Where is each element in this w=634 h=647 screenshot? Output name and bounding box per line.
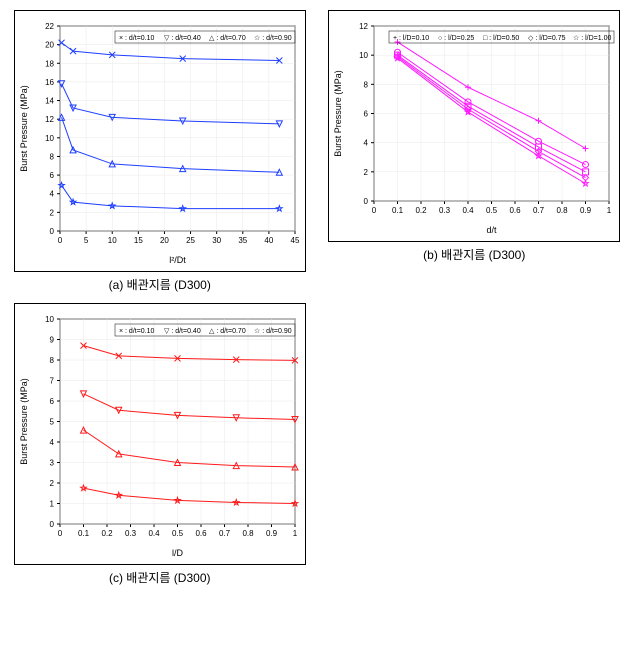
svg-text:10: 10 — [359, 51, 368, 60]
svg-text:☆ : d/t=0.90: ☆ : d/t=0.90 — [254, 327, 292, 335]
svg-text:0.3: 0.3 — [439, 206, 451, 215]
chart-cell-c: 00.10.20.30.40.50.60.70.80.9101234567891… — [10, 303, 310, 586]
chart-c-box: 00.10.20.30.40.50.60.70.80.9101234567891… — [14, 303, 306, 565]
svg-text:20: 20 — [160, 236, 169, 245]
svg-text:25: 25 — [186, 236, 195, 245]
svg-text:5: 5 — [49, 418, 54, 427]
svg-text:3: 3 — [49, 459, 54, 468]
svg-text:0.4: 0.4 — [148, 529, 160, 538]
svg-text:l/D: l/D — [172, 548, 184, 558]
svg-text:0.2: 0.2 — [101, 529, 113, 538]
svg-text:Burst Pressure (MPa): Burst Pressure (MPa) — [19, 378, 29, 465]
svg-text:10: 10 — [108, 236, 117, 245]
svg-text:◇ : l/D=0.75: ◇ : l/D=0.75 — [528, 35, 566, 42]
chart-c-svg: 00.10.20.30.40.50.60.70.80.9101234567891… — [15, 304, 305, 564]
svg-text:30: 30 — [212, 236, 221, 245]
svg-text:10: 10 — [45, 134, 54, 143]
svg-text:0.9: 0.9 — [580, 206, 592, 215]
chart-cell-a: 0 5 10 15 20 25 30 35 40 45 0 2 4 6 8 10 12 14 16 18 20 22 l²/… — [10, 10, 310, 293]
svg-text:6: 6 — [49, 397, 54, 406]
svg-text:0.1: 0.1 — [392, 206, 404, 215]
svg-text:15: 15 — [134, 236, 143, 245]
svg-text:0.7: 0.7 — [219, 529, 231, 538]
svg-text:10: 10 — [45, 315, 54, 324]
svg-text:0.6: 0.6 — [195, 529, 207, 538]
svg-text:0.8: 0.8 — [557, 206, 569, 215]
svg-text:12: 12 — [45, 115, 54, 124]
svg-text:0: 0 — [364, 197, 369, 206]
svg-text:9: 9 — [49, 336, 54, 345]
svg-text:8: 8 — [364, 80, 369, 89]
svg-text:12: 12 — [359, 22, 368, 31]
svg-text:14: 14 — [45, 97, 54, 106]
chart-grid: 0510152025303540450246810121416182022l²/… — [10, 10, 624, 586]
empty-cell — [325, 303, 625, 586]
svg-text:16: 16 — [45, 78, 54, 87]
svg-text:0: 0 — [49, 520, 54, 529]
chart-b-box: 00.10.20.30.40.50.60.70.80.91024681012d/… — [328, 10, 620, 242]
svg-text:d/t: d/t — [487, 225, 498, 235]
svg-text:☆ : d/t=0.90: ☆ : d/t=0.90 — [254, 34, 292, 42]
svg-text:2: 2 — [364, 168, 369, 177]
svg-text:4: 4 — [49, 190, 54, 199]
svg-text:35: 35 — [238, 236, 247, 245]
svg-text:0.7: 0.7 — [533, 206, 545, 215]
svg-text:0: 0 — [372, 206, 377, 215]
svg-text:0: 0 — [49, 227, 54, 236]
svg-text:40: 40 — [264, 236, 273, 245]
svg-text:0.5: 0.5 — [486, 206, 498, 215]
svg-text:6: 6 — [364, 110, 369, 119]
svg-text:4: 4 — [364, 139, 369, 148]
svg-text:0.5: 0.5 — [172, 529, 184, 538]
svg-text:0.4: 0.4 — [463, 206, 475, 215]
svg-text:0.1: 0.1 — [78, 529, 90, 538]
svg-text:1: 1 — [293, 529, 298, 538]
svg-text:18: 18 — [45, 59, 54, 68]
svg-text:0.2: 0.2 — [416, 206, 428, 215]
chart-a-box: 0 5 10 15 20 25 30 35 40 45 0 2 4 6 8 10 12 14 16 18 20 22 l²/… — [14, 10, 306, 272]
chart-a-svg: 0 5 10 15 20 25 30 35 40 45 0 2 4 6 8 10 12 14 16 18 20 22 l²/… — [15, 11, 305, 271]
svg-text:× : d/t=0.10: × : d/t=0.10 — [119, 35, 155, 42]
svg-text:8: 8 — [49, 356, 54, 365]
svg-text:Burst Pressure (MPa): Burst Pressure (MPa) — [19, 85, 29, 172]
svg-text:22: 22 — [45, 22, 54, 31]
chart-a-caption: (a) 배관지름 (D300) — [109, 276, 211, 293]
svg-text:0.9: 0.9 — [266, 529, 278, 538]
svg-text:□ : l/D=0.50: □ : l/D=0.50 — [483, 35, 519, 42]
svg-text:Burst Pressure (MPa): Burst Pressure (MPa) — [333, 70, 343, 157]
svg-text:0.8: 0.8 — [242, 529, 254, 538]
svg-text:☆ : l/D=1.00: ☆ : l/D=1.00 — [573, 34, 611, 42]
svg-text:0: 0 — [58, 529, 63, 538]
svg-text:0.3: 0.3 — [125, 529, 137, 538]
svg-text:× : d/t=0.10: × : d/t=0.10 — [119, 328, 155, 335]
svg-text:20: 20 — [45, 41, 54, 50]
svg-text:45: 45 — [290, 236, 299, 245]
svg-text:△ : d/t=0.70: △ : d/t=0.70 — [209, 35, 246, 42]
chart-cell-b: 00.10.20.30.40.50.60.70.80.91024681012d/… — [325, 10, 625, 293]
svg-text:▽ : d/t=0.40: ▽ : d/t=0.40 — [164, 328, 201, 335]
chart-c-caption: (c) 배관지름 (D300) — [109, 569, 211, 586]
svg-text:○ : l/D=0.25: ○ : l/D=0.25 — [438, 35, 474, 42]
svg-text:△ : d/t=0.70: △ : d/t=0.70 — [209, 328, 246, 335]
svg-text:1: 1 — [49, 500, 54, 509]
svg-text:2: 2 — [49, 208, 54, 217]
chart-b-caption: (b) 배관지름 (D300) — [423, 246, 525, 263]
svg-text:4: 4 — [49, 438, 54, 447]
svg-text:0.6: 0.6 — [510, 206, 522, 215]
svg-text:2: 2 — [49, 479, 54, 488]
svg-text:5: 5 — [84, 236, 89, 245]
svg-text:7: 7 — [49, 377, 54, 386]
chart-b-svg: 00.10.20.30.40.50.60.70.80.91024681012d/… — [329, 11, 619, 241]
svg-text:6: 6 — [49, 171, 54, 180]
svg-text:▽ : d/t=0.40: ▽ : d/t=0.40 — [164, 35, 201, 42]
svg-text:+ : l/D=0.10: + : l/D=0.10 — [393, 35, 429, 42]
svg-text:1: 1 — [607, 206, 612, 215]
svg-text:l²/Dt: l²/Dt — [169, 255, 186, 265]
svg-text:8: 8 — [49, 152, 54, 161]
svg-text:0: 0 — [58, 236, 63, 245]
